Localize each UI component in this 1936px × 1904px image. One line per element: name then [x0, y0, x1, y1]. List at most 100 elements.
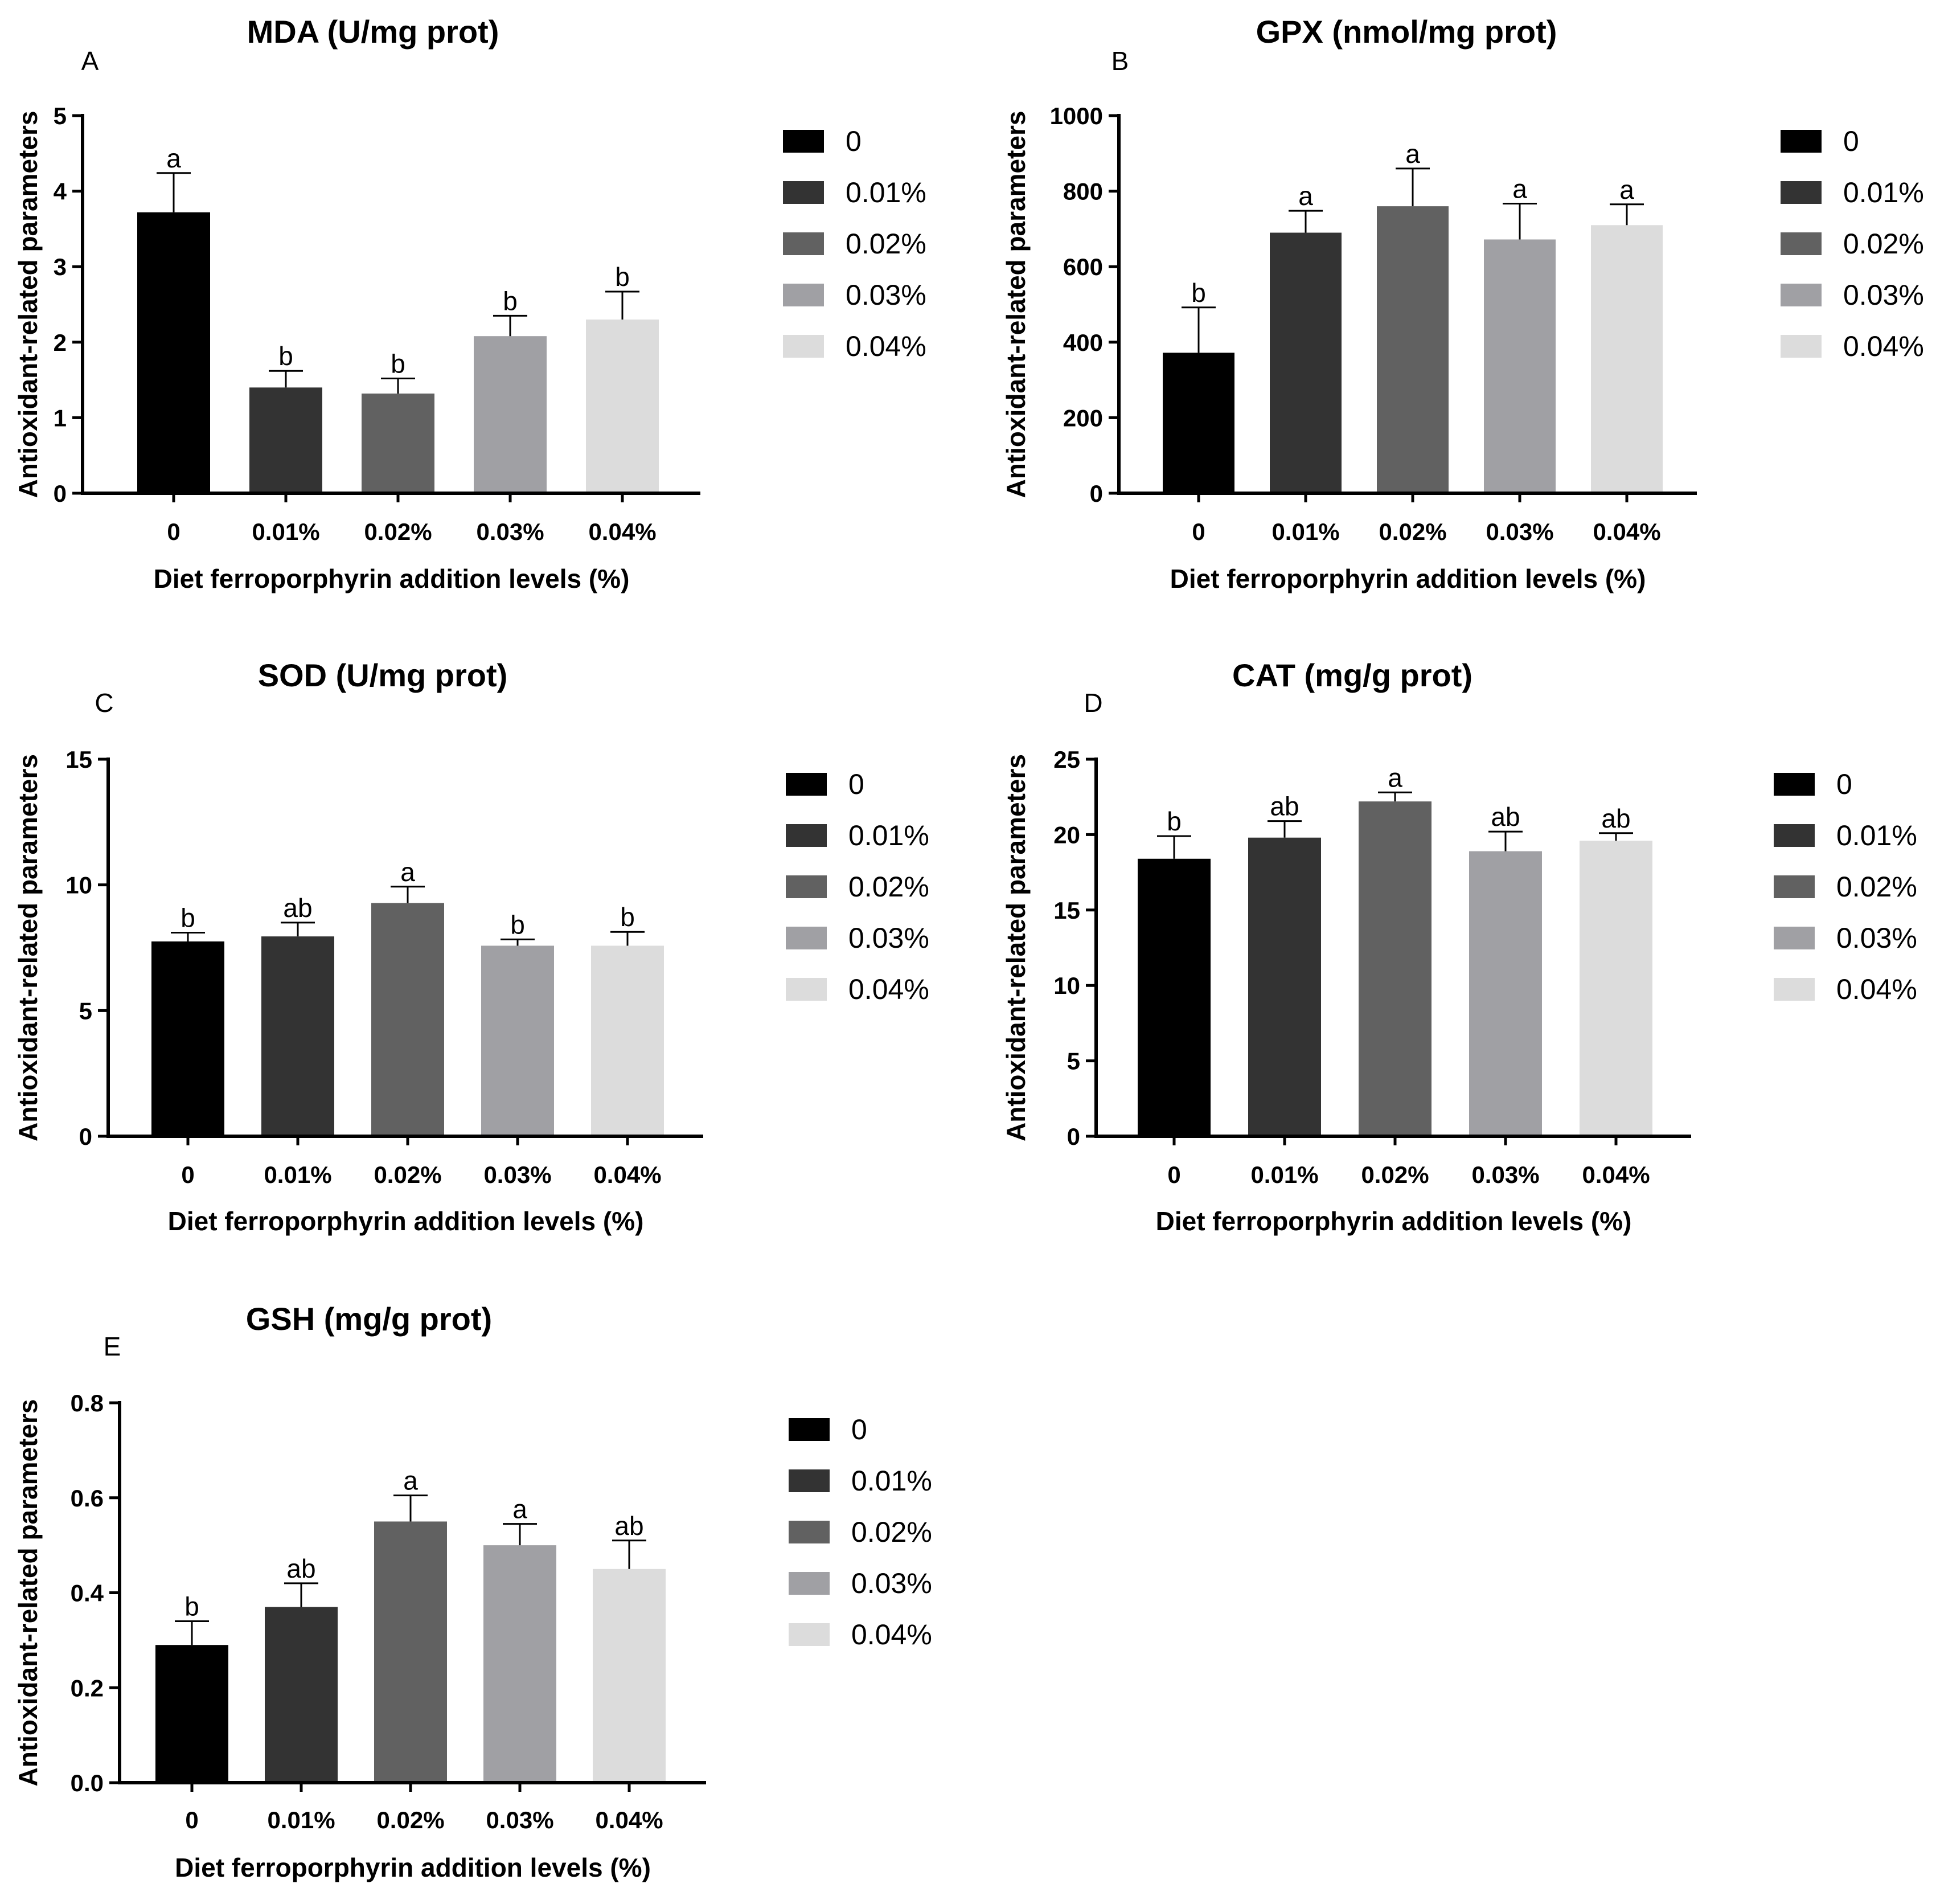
- bar: [1163, 353, 1234, 493]
- legend-swatch: [1774, 824, 1815, 847]
- legend-swatch: [1781, 232, 1822, 255]
- x-tick-label: 0.01%: [267, 1807, 335, 1833]
- chart-title: CAT (mg/g prot): [1232, 657, 1472, 693]
- y-tick-label: 400: [1063, 329, 1103, 356]
- legend-swatch: [783, 130, 824, 153]
- bar: [155, 1645, 228, 1783]
- bar: [137, 212, 210, 493]
- bar: [483, 1545, 556, 1783]
- y-tick-label: 4: [54, 178, 67, 205]
- bar: [1484, 239, 1556, 493]
- chart-panel-d: CAT (mg/g prot) Db 0 ab 0.01% a 0.02% ab 0.03% ab…: [1001, 657, 1917, 1236]
- legend-label: 0.04%: [1836, 973, 1917, 1005]
- bar: [261, 936, 334, 1136]
- x-tick-label: 0.04%: [588, 518, 656, 545]
- significance-label: b: [620, 902, 635, 932]
- x-tick-label: 0.04%: [1582, 1161, 1650, 1188]
- legend-label: 0.02%: [848, 871, 929, 903]
- significance-label: a: [166, 144, 181, 173]
- legend: 0 0.01% 0.02% 0.03% 0.04%: [1781, 125, 1924, 362]
- legend-swatch: [1781, 284, 1822, 306]
- y-axis-title: Antioxidant-related parameters: [1001, 111, 1031, 498]
- y-tick-label: 5: [54, 103, 67, 129]
- bar: [1469, 851, 1542, 1136]
- significance-label: b: [391, 349, 405, 378]
- y-tick-label: 1000: [1050, 103, 1103, 129]
- chart-title: SOD (U/mg prot): [258, 657, 508, 693]
- legend-swatch: [789, 1418, 830, 1441]
- significance-label: a: [403, 1466, 418, 1496]
- x-axis-title: Diet ferroporphyrin addition levels (%): [175, 1853, 651, 1882]
- legend-swatch: [1774, 978, 1815, 1001]
- significance-label: ab: [614, 1511, 643, 1541]
- y-tick-label: 200: [1063, 404, 1103, 431]
- panel-letter: D: [1084, 688, 1102, 718]
- significance-label: ab: [1601, 804, 1630, 833]
- chart-title: MDA (U/mg prot): [247, 14, 499, 50]
- legend-label: 0.02%: [846, 228, 926, 260]
- x-tick-label: 0.01%: [1250, 1161, 1318, 1188]
- legend: 0 0.01% 0.02% 0.03% 0.04%: [1774, 768, 1917, 1005]
- significance-label: ab: [286, 1554, 315, 1583]
- legend-swatch: [789, 1623, 830, 1646]
- y-tick-label: 800: [1063, 178, 1103, 205]
- significance-label: a: [512, 1494, 527, 1524]
- x-tick-label: 0.02%: [1379, 518, 1446, 545]
- significance-label: b: [278, 341, 293, 371]
- y-tick-label: 15: [1053, 897, 1080, 924]
- significance-label: b: [1191, 278, 1206, 308]
- y-tick-label: 1: [54, 404, 67, 431]
- y-axis-title: Antioxidant-related parameters: [13, 754, 43, 1141]
- bar: [591, 945, 664, 1136]
- significance-label: b: [1167, 806, 1182, 836]
- x-tick-label: 0.03%: [476, 518, 544, 545]
- y-tick-label: 0: [79, 1123, 92, 1150]
- y-tick-label: 5: [1067, 1048, 1080, 1075]
- legend-swatch: [1774, 773, 1815, 796]
- legend-label: 0.01%: [1843, 177, 1924, 208]
- y-tick-label: 2: [54, 329, 67, 356]
- x-tick-label: 0.03%: [1471, 1161, 1539, 1188]
- x-tick-label: 0: [181, 1161, 194, 1188]
- legend-label: 0: [851, 1414, 867, 1446]
- y-axis-title: Antioxidant-related parameters: [13, 111, 43, 498]
- significance-label: a: [1512, 174, 1527, 203]
- bar: [1138, 858, 1211, 1136]
- bar: [151, 941, 224, 1136]
- legend-label: 0.02%: [1843, 228, 1924, 260]
- legend-swatch: [1781, 130, 1822, 153]
- legend-label: 0.04%: [851, 1619, 932, 1651]
- panel-letter: A: [81, 46, 99, 76]
- x-tick-label: 0.04%: [1593, 518, 1660, 545]
- x-axis-title: Diet ferroporphyrin addition levels (%): [168, 1206, 644, 1236]
- bar: [474, 336, 547, 493]
- y-tick-label: 10: [1053, 972, 1080, 999]
- significance-label: b: [510, 910, 525, 939]
- y-axis-title: Antioxidant-related parameters: [1001, 754, 1031, 1141]
- x-tick-label: 0.02%: [376, 1807, 444, 1833]
- bar: [1377, 206, 1449, 493]
- x-axis-title: Diet ferroporphyrin addition levels (%): [154, 564, 630, 593]
- x-axis-title: Diet ferroporphyrin addition levels (%): [1156, 1206, 1632, 1236]
- x-tick-label: 0.03%: [486, 1807, 553, 1833]
- x-tick-label: 0: [1167, 1161, 1180, 1188]
- legend-swatch: [1774, 927, 1815, 949]
- y-tick-label: 0.6: [71, 1485, 104, 1512]
- x-tick-label: 0: [167, 518, 180, 545]
- legend: 0 0.01% 0.02% 0.03% 0.04%: [789, 1414, 932, 1651]
- x-tick-label: 0.03%: [1486, 518, 1553, 545]
- significance-label: b: [181, 903, 195, 933]
- x-tick-label: 0: [185, 1807, 198, 1833]
- legend-label: 0.02%: [1836, 871, 1917, 903]
- bar: [362, 393, 434, 493]
- legend-label: 0.03%: [1843, 279, 1924, 311]
- bar: [249, 387, 322, 493]
- legend-swatch: [783, 181, 824, 204]
- significance-label: ab: [283, 893, 312, 923]
- legend-swatch: [783, 335, 824, 358]
- y-tick-label: 0: [1067, 1123, 1080, 1150]
- bar: [1270, 232, 1342, 493]
- legend-label: 0.04%: [846, 330, 926, 362]
- legend-swatch: [786, 927, 827, 949]
- chart-panel-a: MDA (U/mg prot) Aa 0 b 0.01% b 0.02% b 0.03% b 0.0…: [13, 14, 926, 593]
